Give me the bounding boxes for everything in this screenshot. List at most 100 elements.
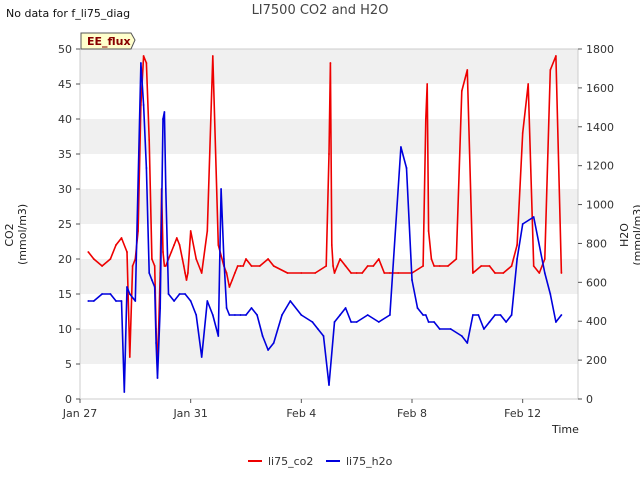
data-point xyxy=(170,251,173,253)
data-point xyxy=(330,244,333,246)
data-point xyxy=(543,258,546,260)
data-point xyxy=(426,83,429,85)
data-point xyxy=(389,272,391,274)
data-point xyxy=(411,279,413,281)
data-point xyxy=(228,314,231,316)
data-point xyxy=(322,335,325,337)
data-point xyxy=(300,272,303,274)
data-point xyxy=(140,62,142,64)
data-point xyxy=(424,314,427,316)
y-left-tick-label: 20 xyxy=(58,253,72,266)
data-point xyxy=(195,258,198,260)
data-point xyxy=(350,272,352,274)
no-data-notice: No data for f_li75_diag xyxy=(6,7,131,20)
data-point xyxy=(167,293,170,295)
y-left-tick-label: 10 xyxy=(58,323,72,336)
y-left-tick-label: 0 xyxy=(65,393,72,406)
grid-band xyxy=(80,189,578,224)
y-right-tick-label: 400 xyxy=(586,315,607,328)
y-right-tick-label: 200 xyxy=(586,354,607,367)
data-point xyxy=(272,342,275,344)
x-tick-label: Feb 12 xyxy=(504,407,541,420)
data-point xyxy=(494,272,496,274)
data-point xyxy=(267,349,269,351)
data-point xyxy=(317,328,319,330)
data-point xyxy=(300,314,303,316)
y-right-tick-label: 1200 xyxy=(586,160,614,173)
data-point xyxy=(389,314,391,316)
data-point xyxy=(466,69,469,71)
data-point xyxy=(424,118,427,120)
data-point xyxy=(455,258,458,260)
data-point xyxy=(211,55,214,57)
data-point xyxy=(236,265,239,267)
data-point xyxy=(200,272,203,274)
data-point xyxy=(366,265,369,267)
data-point xyxy=(187,272,189,274)
y-left-tick-label: 35 xyxy=(58,148,72,161)
data-point xyxy=(181,258,184,260)
data-point xyxy=(328,384,330,386)
data-point xyxy=(286,272,289,274)
data-point xyxy=(339,314,341,316)
data-point xyxy=(488,265,491,267)
data-point xyxy=(206,300,209,302)
data-point xyxy=(178,244,181,246)
data-point xyxy=(164,265,167,267)
data-point xyxy=(532,265,535,267)
data-point xyxy=(126,286,128,288)
data-point xyxy=(159,307,162,309)
data-point xyxy=(109,258,112,260)
data-point xyxy=(377,258,380,260)
data-point xyxy=(151,279,153,281)
data-point xyxy=(333,272,336,274)
data-point xyxy=(239,314,242,316)
data-point xyxy=(87,300,90,302)
data-point xyxy=(109,293,112,295)
data-point xyxy=(128,293,131,295)
data-point xyxy=(189,300,192,302)
ee-flux-badge: EE_flux xyxy=(80,32,136,50)
x-tick-label: Feb 4 xyxy=(286,407,316,420)
data-point xyxy=(173,244,176,246)
data-point xyxy=(521,132,524,134)
data-point xyxy=(245,314,247,316)
data-point xyxy=(427,321,430,323)
data-point xyxy=(250,265,253,267)
data-point xyxy=(239,265,242,267)
data-point xyxy=(397,272,400,274)
data-point xyxy=(126,251,128,253)
badge-shape xyxy=(80,32,136,50)
legend: li75_co2 li75_h2o xyxy=(248,455,393,468)
x-tick-label: Jan 27 xyxy=(62,407,97,420)
data-point xyxy=(505,321,507,323)
data-point xyxy=(329,62,332,64)
y-left-tick-label: 5 xyxy=(65,358,72,371)
data-point xyxy=(405,167,408,169)
data-point xyxy=(123,391,126,393)
data-point xyxy=(195,314,198,316)
data-point xyxy=(344,265,347,267)
data-point xyxy=(433,265,435,267)
badge-label: EE_flux xyxy=(87,35,131,48)
legend-label-h2o: li75_h2o xyxy=(346,455,393,468)
data-point xyxy=(433,321,435,323)
data-point xyxy=(328,153,330,155)
data-point xyxy=(206,230,209,232)
data-point xyxy=(162,118,164,120)
data-point xyxy=(101,293,103,295)
data-point xyxy=(427,230,430,232)
data-point xyxy=(234,272,236,274)
data-point xyxy=(311,321,314,323)
data-point xyxy=(164,188,167,190)
data-point xyxy=(184,293,187,295)
data-point xyxy=(228,286,231,288)
data-point xyxy=(223,258,225,260)
data-point xyxy=(189,230,192,232)
data-point xyxy=(336,265,339,267)
x-axis-label: Time xyxy=(552,423,579,436)
data-point xyxy=(217,335,220,337)
data-point xyxy=(483,328,485,330)
data-point xyxy=(383,272,386,274)
